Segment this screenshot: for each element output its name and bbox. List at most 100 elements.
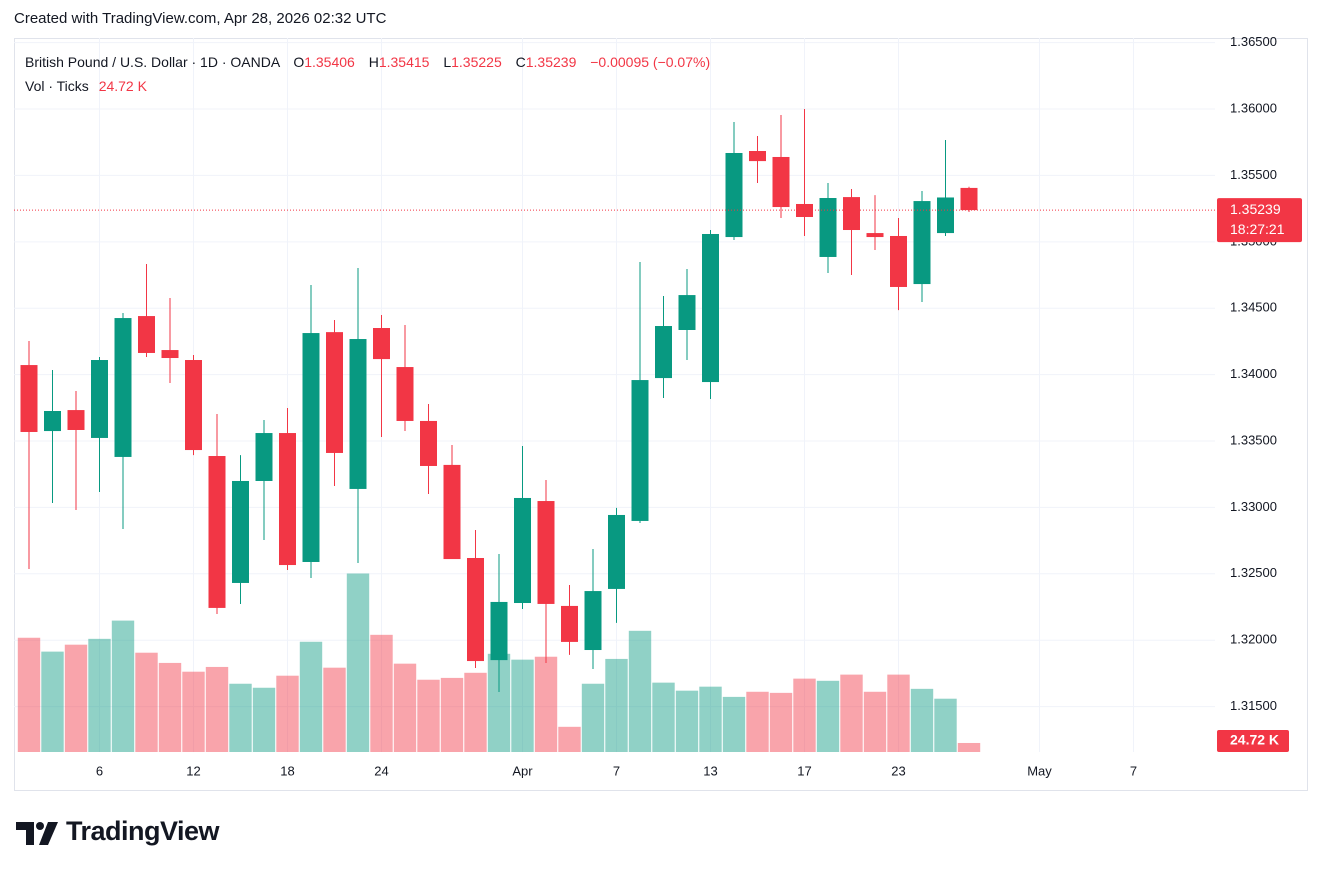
- logo: TradingView: [66, 816, 220, 846]
- candle-body: [537, 501, 555, 604]
- candle-body: [255, 433, 273, 481]
- volume-bar: [252, 687, 276, 752]
- candle-body: [608, 514, 625, 589]
- volume-bar: [628, 630, 652, 752]
- logo-icon: [16, 822, 58, 845]
- volume-bar: [511, 659, 534, 752]
- candle-body: [702, 233, 719, 383]
- y-tick-label: 1.35500: [1230, 167, 1277, 182]
- x-tick-label: 17: [797, 763, 811, 778]
- volume-bar: [299, 641, 323, 752]
- volume-bar: [934, 698, 957, 752]
- volume-bar: [793, 678, 816, 752]
- candle-body: [138, 316, 155, 353]
- volume-bar: [722, 696, 746, 752]
- candle-body: [678, 295, 696, 331]
- volume-bar: [699, 686, 722, 752]
- y-tick-label: 1.34000: [1230, 366, 1277, 381]
- x-tick-label: 18: [280, 763, 294, 778]
- x-tick-label: 7: [1130, 763, 1137, 778]
- x-tick-label: 12: [186, 763, 200, 778]
- volume-bar: [135, 652, 158, 752]
- ohlc-label: L: [443, 54, 452, 70]
- candle-body: [373, 328, 390, 360]
- x-tick-label: 6: [96, 763, 103, 778]
- last-price-box: [1217, 198, 1302, 243]
- volume-bar: [205, 666, 229, 752]
- volume-bar: [581, 683, 605, 752]
- volume-bar: [323, 667, 346, 752]
- candle-body: [396, 367, 414, 421]
- volume-bar: [276, 675, 299, 752]
- volume-bar: [88, 638, 111, 752]
- ohlc-row: British Pound / U.S. Dollar · 1D · OANDA…: [25, 50, 710, 74]
- volume-bar: [769, 692, 793, 752]
- y-tick-label: 1.34500: [1230, 300, 1277, 315]
- symbol: British Pound / U.S. Dollar · 1D · OANDA: [25, 54, 280, 70]
- x-tick-label: 24: [374, 763, 388, 778]
- countdown: 18:27:21: [1230, 221, 1285, 237]
- chart-frame: [14, 38, 1308, 791]
- y-tick-label: 1.36000: [1230, 100, 1277, 115]
- volume-bar: [840, 674, 863, 752]
- ohlc-label: H: [368, 54, 379, 70]
- candle-body: [796, 203, 813, 217]
- volume-bar: [346, 573, 370, 752]
- volume-bar: [863, 691, 887, 752]
- volume-bar: [464, 672, 487, 752]
- candle-body: [44, 411, 61, 432]
- volume-bar: [605, 658, 628, 752]
- candle-body: [960, 187, 978, 211]
- volume-row: Vol · Ticks 24.72 K: [25, 74, 710, 98]
- volume-bar: [910, 688, 934, 752]
- x-tick-label: May: [1027, 763, 1052, 778]
- volume-bar: [111, 620, 135, 752]
- volume-bar: [417, 679, 440, 752]
- ohlc-value: 1.35239: [525, 54, 577, 70]
- volume-bar: [746, 691, 769, 752]
- candle-body: [326, 332, 343, 453]
- volume-bar: [393, 663, 417, 752]
- candle-body: [185, 360, 202, 451]
- volume-bar: [887, 674, 910, 752]
- volume-bar: [558, 726, 581, 752]
- candle-body: [279, 433, 296, 566]
- candle-body: [443, 464, 461, 560]
- candle-body: [655, 326, 672, 379]
- candle-body: [20, 365, 38, 432]
- volume-bar: [64, 644, 88, 752]
- candle-body: [937, 197, 954, 234]
- y-tick-label: 1.32000: [1230, 632, 1277, 647]
- x-tick-label: 13: [703, 763, 717, 778]
- candle-body: [561, 605, 578, 642]
- candle-body: [302, 333, 320, 562]
- candle-body: [232, 480, 249, 583]
- candle-body: [725, 152, 743, 238]
- volume-label: Vol · Ticks: [25, 78, 89, 94]
- volume-bar: [41, 651, 64, 752]
- last-price-label: 1.35239: [1230, 201, 1281, 217]
- volume-bar: [440, 677, 464, 752]
- candle-body: [420, 420, 437, 466]
- candle-body: [208, 456, 226, 608]
- y-tick-label: 1.33000: [1230, 499, 1277, 514]
- volume-axis-label: 24.72 K: [1230, 732, 1279, 748]
- x-tick-label: 7: [613, 763, 620, 778]
- candle-body: [114, 318, 132, 457]
- candle-body: [913, 201, 931, 285]
- ohlc-value: 1.35225: [451, 54, 502, 70]
- volume-value: 24.72 K: [98, 78, 147, 94]
- change: −0.00095 (−0.07%): [590, 54, 711, 70]
- candle-body: [514, 497, 531, 604]
- candle-body: [631, 380, 649, 521]
- candle-body: [161, 350, 179, 359]
- ohlc-value: 1.35415: [378, 54, 430, 70]
- x-tick-label: Apr: [512, 763, 533, 778]
- candle-body: [843, 197, 860, 231]
- candle-body: [890, 235, 907, 287]
- y-tick-label: 1.36500: [1230, 34, 1277, 49]
- ohlc-label: C: [515, 54, 526, 70]
- candle-body: [91, 360, 108, 438]
- candle-body: [819, 198, 837, 257]
